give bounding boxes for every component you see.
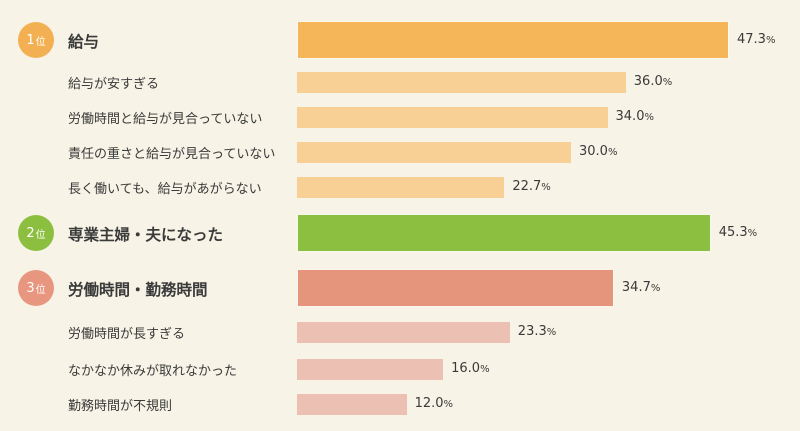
value-number: 23.3 — [517, 324, 547, 339]
value-unit: % — [650, 283, 661, 294]
rank-number: 2 — [26, 225, 35, 241]
rank-suffix: 位 — [35, 229, 46, 241]
rank-number: 3 — [26, 280, 35, 296]
rank-number: 1 — [26, 32, 35, 48]
value-unit: % — [662, 77, 673, 88]
value-unit: % — [443, 399, 454, 410]
value-label: 34.7% — [622, 280, 660, 295]
value-unit: % — [480, 364, 490, 375]
sub-bar — [297, 176, 505, 198]
value-number: 34.7 — [621, 280, 651, 295]
value-label: 30.0% — [579, 144, 617, 159]
sub-bar — [297, 393, 407, 415]
value-unit: % — [541, 182, 551, 193]
sub-bar — [297, 71, 626, 93]
value-unit: % — [765, 35, 776, 46]
sub-bar — [297, 141, 571, 163]
category-label: 勤務時間が不規則 — [68, 399, 173, 414]
value-number: 12.0 — [414, 396, 444, 411]
value-label: 34.0% — [616, 109, 654, 124]
value-label: 12.0% — [415, 396, 453, 411]
category-label: 長く働いても、給与があがらない — [68, 182, 262, 197]
category-label: 責任の重さと給与が見合っていない — [68, 147, 276, 162]
value-number: 34.0 — [615, 109, 645, 124]
main-bar — [297, 21, 729, 59]
value-unit: % — [607, 147, 618, 158]
category-label: 専業主婦・夫になった — [68, 226, 224, 244]
value-unit: % — [546, 327, 557, 338]
value-number: 16.0 — [451, 361, 481, 376]
sub-bar — [297, 106, 608, 128]
value-number: 45.3 — [718, 225, 748, 240]
rank-suffix: 位 — [35, 36, 46, 48]
main-bar — [297, 214, 711, 252]
sub-bar — [297, 358, 444, 380]
value-unit: % — [747, 228, 758, 239]
value-number: 36.0 — [633, 74, 663, 89]
category-label: 労働時間が長すぎる — [68, 327, 186, 342]
value-label: 23.3% — [518, 324, 556, 339]
main-bar — [297, 269, 614, 307]
value-label: 36.0% — [634, 74, 672, 89]
category-label: 給与が安すぎる — [68, 77, 160, 92]
value-number: 47.3 — [737, 32, 766, 47]
value-unit: % — [644, 112, 654, 123]
value-label: 47.3% — [737, 32, 775, 47]
category-label: 労働時間・勤務時間 — [68, 281, 208, 299]
value-label: 45.3% — [719, 225, 757, 240]
category-label: 労働時間と給与が見合っていない — [68, 112, 263, 127]
value-label: 16.0% — [451, 361, 489, 376]
rank-suffix: 位 — [35, 284, 46, 296]
value-label: 22.7% — [512, 179, 550, 194]
value-number: 22.7 — [512, 179, 542, 194]
value-number: 30.0 — [578, 144, 608, 159]
category-label: 給与 — [68, 33, 100, 51]
category-label: なかなか休みが取れなかった — [68, 364, 238, 379]
sub-bar — [297, 321, 510, 343]
